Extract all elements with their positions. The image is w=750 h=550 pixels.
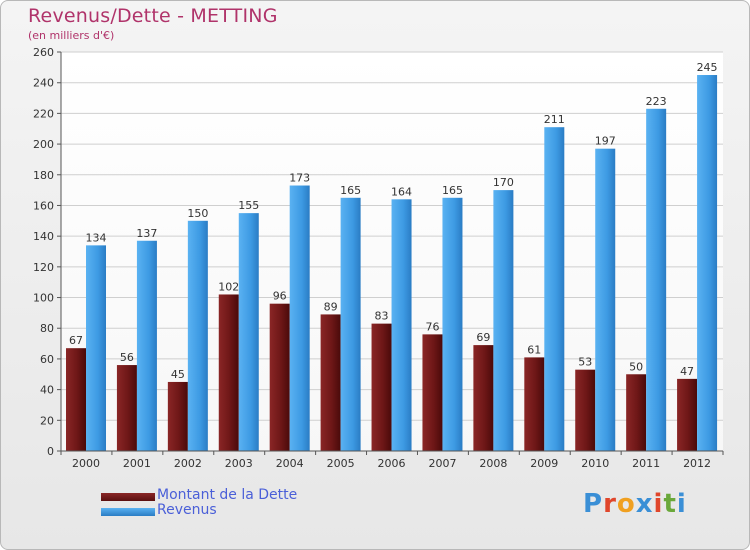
chart-title: Revenus/Dette - METTING — [28, 5, 278, 27]
logo-letter: i — [653, 489, 664, 519]
legend-label-dette: Montant de la Dette — [157, 487, 298, 503]
x-tick-label-2007: 2007 — [428, 457, 456, 470]
y-tick-label: 240 — [33, 77, 54, 90]
bar-dette-2011 — [626, 374, 647, 451]
x-tick-label-2002: 2002 — [174, 457, 202, 470]
data-label-revenus-2011: 223 — [646, 95, 667, 108]
x-tick-label-2006: 2006 — [378, 457, 406, 470]
y-tick-label: 260 — [33, 46, 54, 59]
data-label-dette-2001: 56 — [120, 351, 134, 364]
x-axis: 2000 2001 2002 2003 2004 2005 2006 2007 2008 2009… — [60, 450, 724, 470]
bar-revenus-2002 — [187, 220, 208, 451]
bar-dette-2005 — [320, 314, 341, 451]
x-tick-label-2004: 2004 — [276, 457, 304, 470]
logo-letter: P — [583, 489, 604, 519]
logo-letter: i — [676, 489, 687, 519]
bar-revenus-2009 — [544, 127, 565, 451]
data-label-revenus-2006: 164 — [391, 185, 412, 198]
data-label-revenus-2001: 137 — [136, 227, 157, 240]
bar-revenus-2012 — [697, 75, 718, 452]
bar-revenus-2007 — [442, 197, 463, 451]
data-label-revenus-2010: 197 — [595, 135, 616, 148]
data-label-revenus-2004: 173 — [289, 172, 310, 185]
x-tick-label-2012: 2012 — [683, 457, 711, 470]
data-label-dette-2006: 83 — [375, 310, 389, 323]
data-label-dette-2009: 61 — [527, 343, 541, 356]
y-axis: 0 20 40 60 80 100 120 140 160 180 200 220 240 260 — [33, 46, 62, 458]
data-label-dette-2007: 76 — [425, 320, 439, 333]
data-label-dette-2008: 69 — [476, 331, 490, 344]
data-label-revenus-2003: 155 — [238, 199, 259, 212]
data-label-dette-2004: 96 — [273, 290, 287, 303]
bar-dette-2000 — [66, 348, 86, 451]
data-label-revenus-2007: 165 — [442, 184, 463, 197]
y-tick-label: 40 — [40, 384, 54, 397]
y-tick-label: 180 — [33, 169, 54, 182]
y-tick-label: 0 — [47, 445, 54, 458]
y-tick-label: 120 — [33, 261, 54, 274]
data-label-dette-2003: 102 — [218, 280, 239, 293]
y-tick-label: 220 — [33, 107, 54, 120]
data-label-dette-2005: 89 — [324, 300, 338, 313]
data-label-revenus-2000: 134 — [86, 231, 107, 244]
logo-letter: r — [603, 489, 617, 519]
x-tick-label-2011: 2011 — [632, 457, 660, 470]
bar-dette-2001 — [116, 365, 137, 451]
data-label-revenus-2012: 245 — [697, 61, 718, 74]
bar-revenus-2004 — [289, 185, 310, 451]
data-label-dette-2010: 53 — [578, 356, 592, 369]
x-tick-label-2008: 2008 — [479, 457, 507, 470]
bar-revenus-2010 — [595, 148, 616, 451]
legend-swatch-revenus — [101, 508, 155, 516]
bar-dette-2003 — [218, 294, 239, 451]
bar-revenus-2011 — [646, 108, 667, 452]
legend-swatch-dette — [101, 493, 155, 501]
bars: 67 134 56 137 45 150 102 155 96 173 89 165 83 164 76 16… — [66, 61, 718, 452]
bar-revenus-2006 — [391, 199, 412, 451]
bar-dette-2007 — [422, 334, 443, 451]
x-tick-label-2001: 2001 — [123, 457, 151, 470]
data-label-revenus-2002: 150 — [187, 207, 208, 220]
x-tick-label-2000: 2000 — [72, 457, 100, 470]
data-label-dette-2011: 50 — [629, 360, 643, 373]
y-tick-label: 200 — [33, 138, 54, 151]
chart-subtitle: (en milliers d'€) — [28, 29, 115, 42]
bar-dette-2006 — [371, 323, 392, 451]
bar-dette-2004 — [269, 303, 290, 451]
data-label-dette-2000: 67 — [69, 334, 83, 347]
proxiti-logo: Proxiti — [583, 489, 687, 519]
bar-revenus-2000 — [86, 245, 106, 451]
data-label-revenus-2008: 170 — [493, 176, 514, 189]
data-label-revenus-2005: 165 — [340, 184, 361, 197]
x-tick-label-2010: 2010 — [581, 457, 609, 470]
y-tick-label: 100 — [33, 292, 54, 305]
data-label-dette-2002: 45 — [171, 368, 185, 381]
bar-dette-2010 — [575, 369, 596, 451]
logo-letter: t — [663, 489, 677, 519]
bar-dette-2002 — [167, 381, 188, 451]
x-tick-label-2009: 2009 — [530, 457, 558, 470]
legend-label-revenus: Revenus — [157, 502, 217, 518]
x-tick-label-2003: 2003 — [225, 457, 253, 470]
x-tick-label-2005: 2005 — [327, 457, 355, 470]
logo-letter: x — [635, 489, 654, 519]
bar-revenus-2001 — [136, 240, 157, 451]
bar-revenus-2005 — [340, 197, 361, 451]
bar-revenus-2003 — [238, 213, 259, 451]
data-label-revenus-2009: 211 — [544, 113, 565, 126]
y-tick-label: 80 — [40, 322, 54, 335]
y-tick-label: 140 — [33, 230, 54, 243]
y-tick-label: 160 — [33, 199, 54, 212]
bar-dette-2012 — [677, 378, 698, 451]
data-label-dette-2012: 47 — [680, 365, 694, 378]
bar-dette-2009 — [524, 357, 545, 451]
logo-letter: o — [616, 489, 636, 519]
bar-dette-2008 — [473, 345, 494, 451]
bar-revenus-2008 — [493, 190, 514, 451]
y-tick-label: 20 — [40, 414, 54, 427]
y-tick-label: 60 — [40, 353, 54, 366]
